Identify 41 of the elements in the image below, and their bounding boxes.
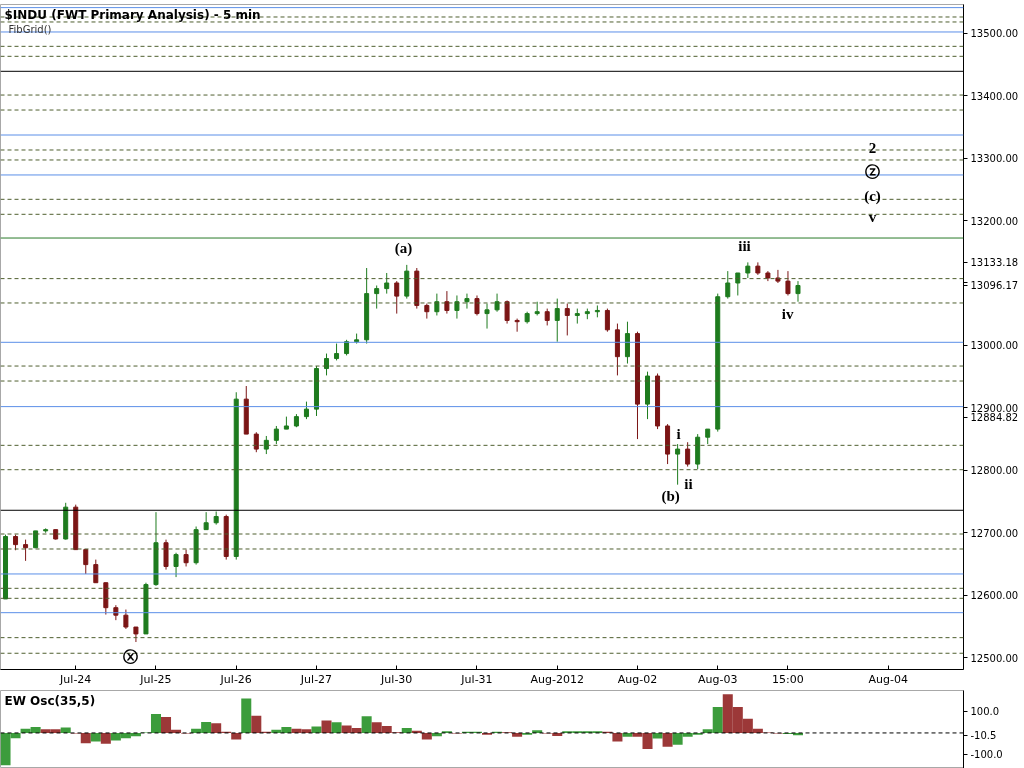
x-tick-label: 15:00 bbox=[772, 672, 804, 686]
annotation: i bbox=[676, 425, 681, 442]
x-tick-label: Jul-27 bbox=[299, 672, 333, 686]
y-tick-label: 13133.18 bbox=[970, 257, 1019, 269]
y-tick-label: -100.0 bbox=[970, 749, 1003, 761]
annotation: v bbox=[868, 209, 877, 226]
chart-title: EW Osc(35,5) bbox=[4, 693, 96, 708]
x-tick-label: Aug-02 bbox=[617, 672, 658, 686]
y-tick-label: 13096.17 bbox=[970, 280, 1019, 292]
x-tick-label: Aug-03 bbox=[698, 672, 738, 686]
y-tick-label: 12500.00 bbox=[970, 652, 1019, 664]
y-tick-label: 12900.00 bbox=[970, 402, 1019, 414]
annotation: ⓩ bbox=[865, 163, 880, 180]
x-tick-label: Jul-24 bbox=[59, 672, 92, 686]
x-tick-label: Aug-2012 bbox=[530, 672, 584, 686]
y-tick-label: 13500.00 bbox=[970, 28, 1019, 40]
annotation: ii bbox=[684, 476, 693, 493]
y-tick-label: 12800.00 bbox=[970, 465, 1019, 477]
y-tick-label: 13400.00 bbox=[970, 90, 1019, 102]
y-tick-label: -10.5 bbox=[970, 730, 997, 742]
y-tick-label: 100.0 bbox=[970, 706, 1000, 718]
annotation: (c) bbox=[864, 187, 881, 205]
y-tick-label: 12884.82 bbox=[970, 412, 1019, 424]
annotation: ⓧ bbox=[123, 649, 139, 666]
x-tick-label: Jul-30 bbox=[380, 672, 413, 686]
y-tick-label: 13000.00 bbox=[970, 340, 1019, 352]
annotation: (a) bbox=[394, 240, 413, 258]
annotation: (b) bbox=[661, 488, 680, 506]
x-tick-label: Jul-25 bbox=[139, 672, 172, 686]
annotation: FibGrid() bbox=[8, 23, 52, 35]
chart-title: $INDU (FWT Primary Analysis) - 5 min bbox=[4, 7, 261, 22]
annotation: 2 bbox=[868, 139, 877, 156]
y-tick-label: 13300.00 bbox=[970, 153, 1019, 165]
x-tick-label: Aug-04 bbox=[868, 672, 908, 686]
y-tick-label: 12600.00 bbox=[970, 590, 1019, 602]
x-tick-label: Jul-26 bbox=[219, 672, 252, 686]
y-tick-label: 13200.00 bbox=[970, 215, 1019, 227]
y-tick-label: 12700.00 bbox=[970, 527, 1019, 539]
x-tick-label: Jul-31 bbox=[460, 672, 493, 686]
annotation: iv bbox=[781, 305, 794, 322]
annotation: iii bbox=[738, 238, 751, 255]
